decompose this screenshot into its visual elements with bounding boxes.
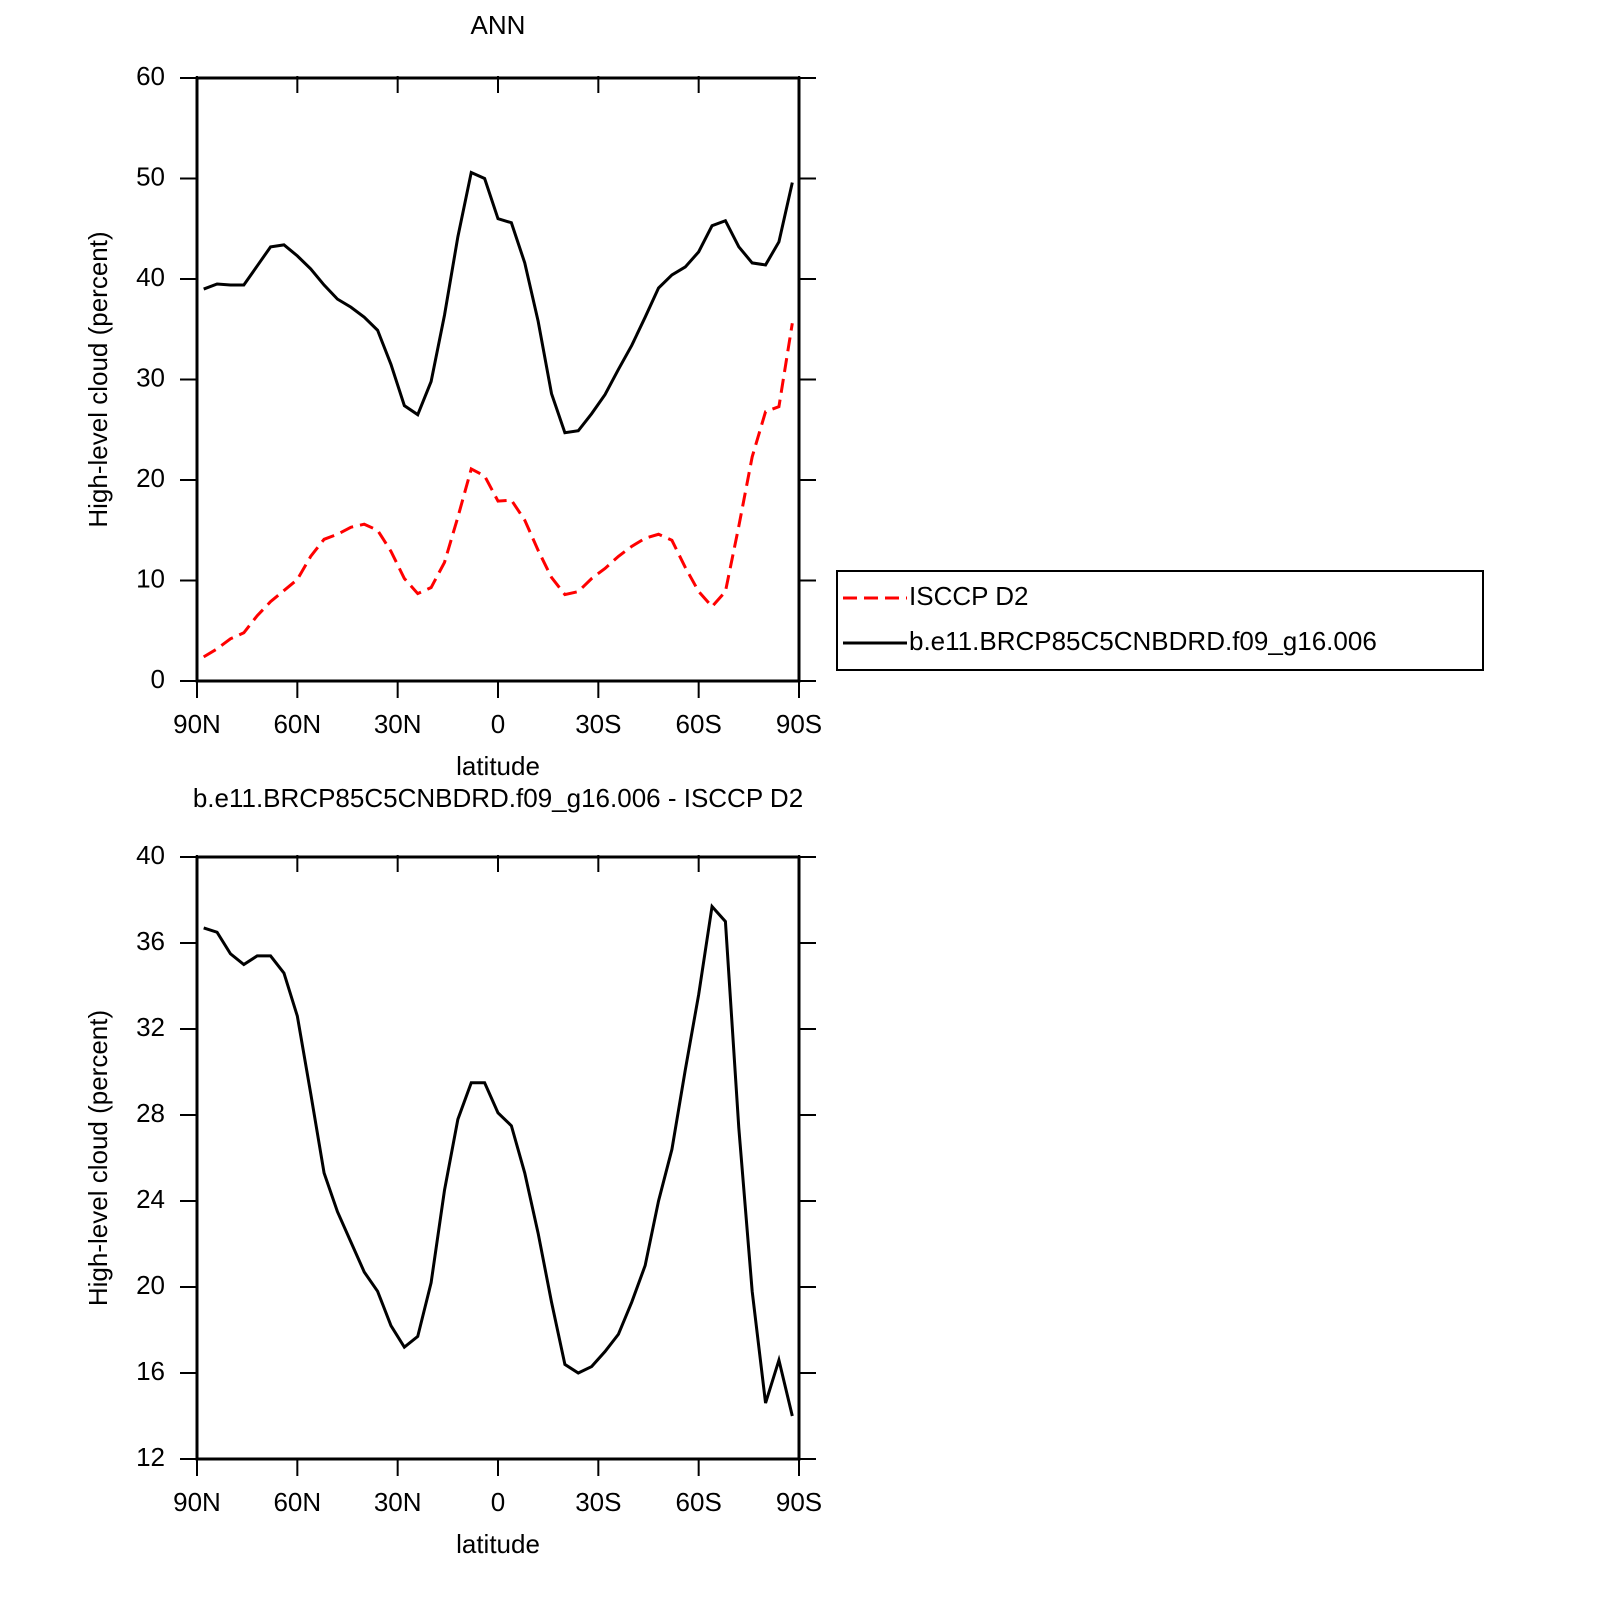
y-tick-label: 60: [136, 61, 165, 91]
y-axis-label: High-level cloud (percent): [83, 231, 113, 527]
data-line: [203, 903, 794, 1417]
x-tick-label: 30N: [374, 709, 422, 739]
x-tick-label: 30S: [575, 1487, 621, 1517]
y-tick-label: 0: [151, 664, 165, 694]
x-tick-label: 60S: [676, 1487, 722, 1517]
x-tick-label: 60N: [273, 1487, 321, 1517]
y-tick-label: 32: [136, 1012, 165, 1042]
chart-title: b.e11.BRCP85C5CNBDRD.f09_g16.006 - ISCCP…: [193, 783, 803, 813]
x-tick-label: 90N: [173, 1487, 221, 1517]
y-tick-label: 16: [136, 1356, 165, 1386]
x-tick-label: 30N: [374, 1487, 422, 1517]
x-axis-label: latitude: [456, 1529, 540, 1559]
y-tick-label: 40: [136, 840, 165, 870]
y-tick-label: 28: [136, 1098, 165, 1128]
y-axis-label: High-level cloud (percent): [83, 1010, 113, 1306]
x-tick-label: 0: [491, 1487, 505, 1517]
y-tick-label: 10: [136, 563, 165, 593]
x-tick-label: 30S: [575, 709, 621, 739]
x-tick-label: 90S: [776, 709, 822, 739]
y-tick-label: 40: [136, 262, 165, 292]
x-tick-label: 0: [491, 709, 505, 739]
y-tick-label: 20: [136, 1270, 165, 1300]
y-tick-label: 20: [136, 463, 165, 493]
x-tick-label: 90N: [173, 709, 221, 739]
y-tick-label: 36: [136, 926, 165, 956]
legend-label: b.e11.BRCP85C5CNBDRD.f09_g16.006: [909, 626, 1377, 656]
x-axis-label: latitude: [456, 751, 540, 781]
y-tick-label: 12: [136, 1442, 165, 1472]
y-tick-label: 24: [136, 1184, 165, 1214]
legend-label: ISCCP D2: [909, 581, 1028, 611]
x-tick-label: 60N: [273, 709, 321, 739]
x-tick-label: 60S: [676, 709, 722, 739]
data-line: [202, 322, 794, 659]
plot-frame: [195, 855, 801, 1461]
plot-frame: [195, 76, 801, 683]
chart-title: ANN: [471, 10, 526, 40]
y-tick-label: 30: [136, 362, 165, 392]
x-tick-label: 90S: [776, 1487, 822, 1517]
data-line: [203, 170, 794, 435]
legend-box: [836, 570, 1484, 671]
y-tick-label: 50: [136, 161, 165, 191]
